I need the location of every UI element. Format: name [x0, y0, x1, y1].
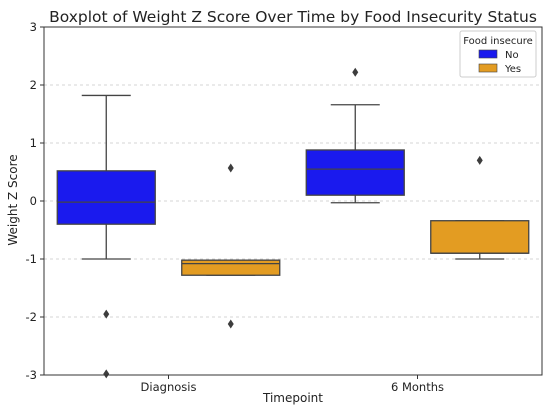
y-tick-label: 1 [30, 136, 37, 150]
box-no [56, 94, 156, 379]
y-tick-label: 2 [30, 78, 37, 92]
chart-title: Boxplot of Weight Z Score Over Time by F… [49, 8, 537, 26]
box-yes [430, 155, 530, 260]
legend: Food insecure No Yes [459, 30, 537, 78]
legend-label-no: No [505, 50, 519, 61]
x-axis-label: Timepoint [262, 391, 323, 405]
outlier-point [352, 67, 359, 77]
y-tick-label: 0 [30, 194, 37, 208]
legend-title: Food insecure [463, 36, 533, 47]
outlier-point [227, 319, 234, 329]
legend-swatch-yes [478, 63, 498, 73]
y-tick-label: -3 [26, 368, 37, 382]
outlier-point [103, 369, 110, 379]
box-iqr [181, 259, 281, 276]
legend-label-yes: Yes [504, 64, 521, 75]
x-tick-label: 6 Months [391, 380, 444, 394]
outlier-point [476, 155, 483, 165]
x-tick-label: Diagnosis [141, 380, 197, 394]
box-no [305, 67, 405, 204]
outlier-point [227, 163, 234, 173]
legend-swatch-no [478, 49, 498, 59]
box-iqr [305, 149, 405, 196]
y-tick-label: -2 [26, 310, 37, 324]
outlier-point [103, 309, 110, 319]
boxes-layer [56, 67, 530, 379]
box-yes [181, 163, 281, 329]
box-iqr [430, 220, 530, 254]
y-axis: -3 -2 -1 0 1 2 3 [26, 20, 44, 382]
y-axis-label: Weight Z Score [6, 154, 20, 245]
y-tick-label: 3 [30, 20, 37, 34]
y-tick-label: -1 [26, 252, 37, 266]
box-iqr [56, 170, 156, 225]
x-axis: Diagnosis 6 Months [141, 375, 444, 394]
